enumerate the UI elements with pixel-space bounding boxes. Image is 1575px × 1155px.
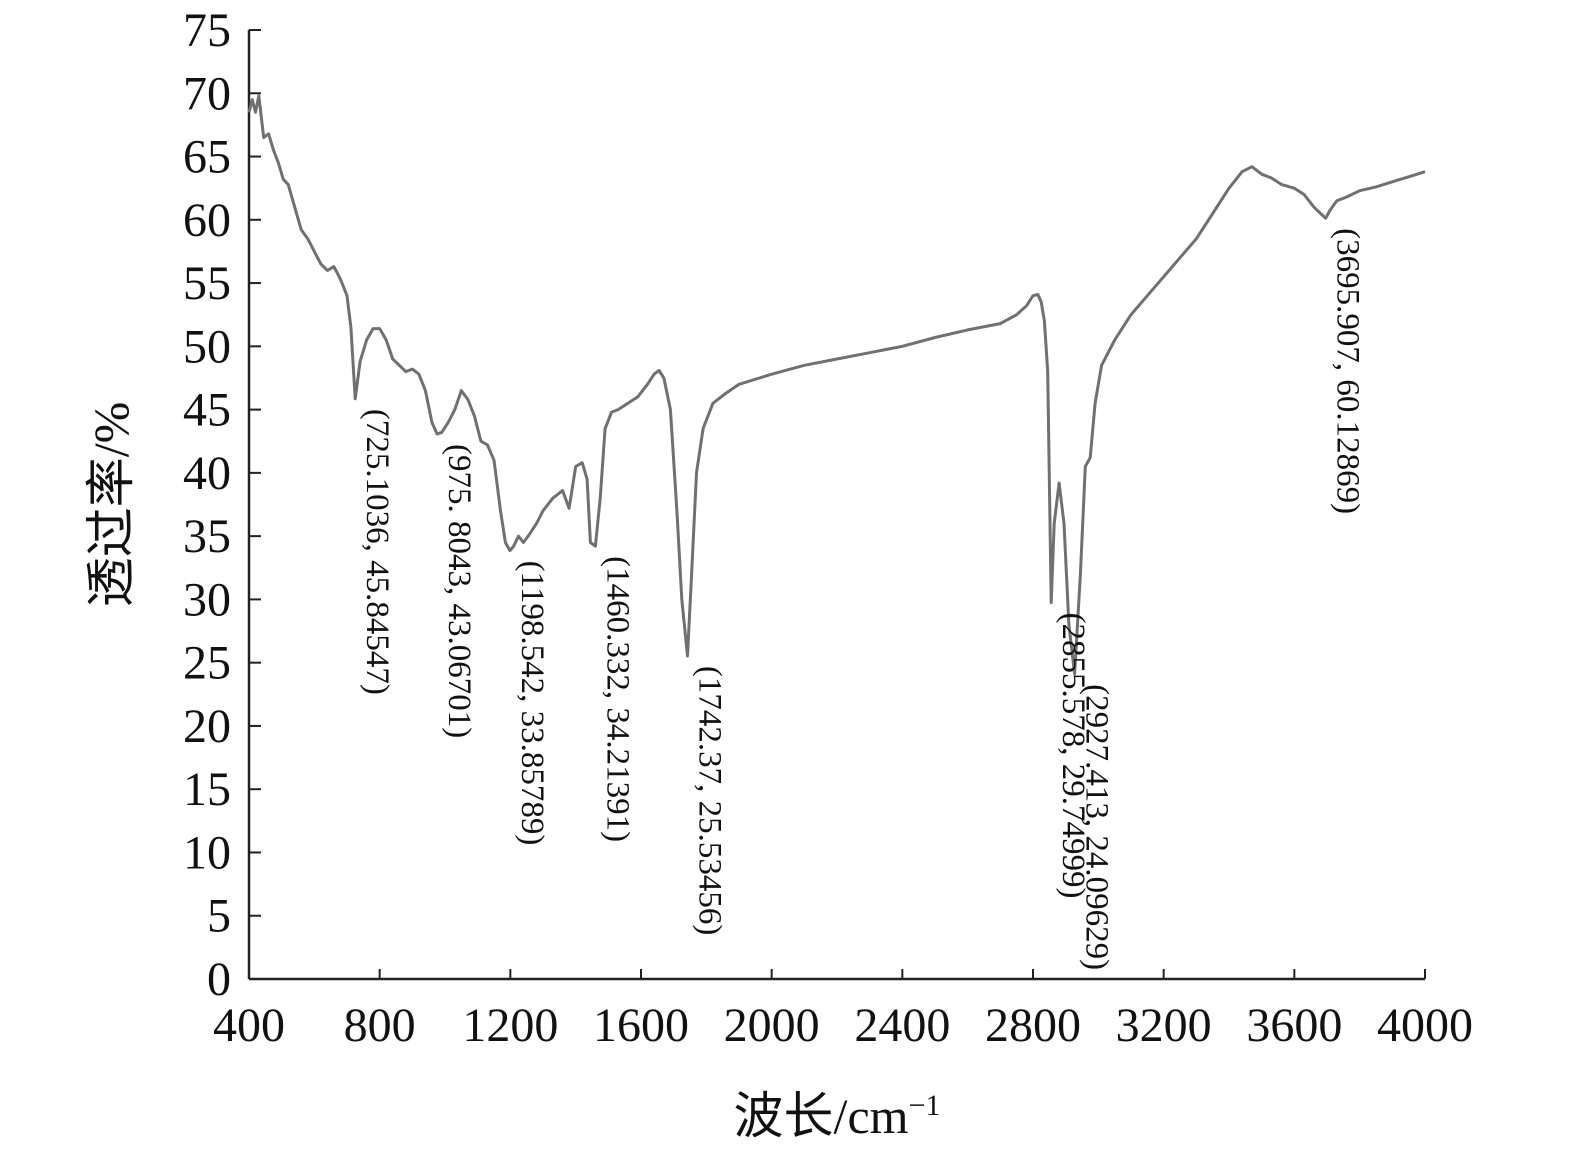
axes <box>247 30 1425 981</box>
x-tick-label: 2800 <box>985 999 1081 1052</box>
peak-annotations: (725.1036, 45.84547) (975. 8043, 43.06701… <box>359 228 1365 970</box>
peak-label: (1198.542, 33.85789) <box>514 561 550 846</box>
y-tick-label: 15 <box>183 763 231 816</box>
peak-label: (725.1036, 45.84547) <box>359 409 395 695</box>
x-tick-label: 1600 <box>593 999 689 1052</box>
y-tick-label: 60 <box>183 194 231 247</box>
y-tick-label: 5 <box>207 890 231 943</box>
y-tick-label: 20 <box>183 700 231 753</box>
x-axis-title: 波长/cm−1 <box>734 1088 941 1144</box>
y-tick-label: 65 <box>183 131 231 184</box>
y-tick-label: 25 <box>183 637 231 690</box>
y-tick-label: 10 <box>183 826 231 879</box>
peak-label: (1742.37, 25.53456) <box>692 666 728 935</box>
peak-label: (2855.578, 29.74999) <box>1055 613 1091 899</box>
x-tick-label: 4000 <box>1377 999 1473 1052</box>
x-tick-label: 1200 <box>462 999 558 1052</box>
y-tick-label: 75 <box>183 4 231 57</box>
x-tick-label: 2000 <box>724 999 820 1052</box>
y-tick-label: 0 <box>207 953 231 1006</box>
peak-label: (1460.332, 34.21391) <box>599 556 635 842</box>
y-tick-label: 55 <box>183 257 231 310</box>
y-tick-label: 45 <box>183 384 231 437</box>
peak-label: (3695.907, 60.12869) <box>1330 228 1366 514</box>
y-ticks: 0 5 10 15 20 25 30 35 40 45 50 55 60 65 70 75 <box>183 4 261 1006</box>
x-ticks: 400 800 1200 1600 2000 2400 2800 3200 3600 4000 <box>213 969 1473 1052</box>
y-tick-label: 35 <box>183 510 231 563</box>
spectrum-line <box>247 94 1426 676</box>
x-tick-label: 2400 <box>854 999 950 1052</box>
x-tick-label: 3200 <box>1116 999 1212 1052</box>
peak-label: (975. 8043, 43.06701) <box>441 444 477 738</box>
x-tick-label: 400 <box>213 999 285 1052</box>
y-tick-label: 50 <box>183 320 231 373</box>
y-tick-label: 40 <box>183 447 231 500</box>
x-tick-label: 800 <box>344 999 416 1052</box>
y-tick-label: 70 <box>183 67 231 120</box>
y-axis-title: 透过率/% <box>83 402 139 608</box>
y-tick-label: 30 <box>183 573 231 626</box>
peak-label: (2927.413, 24.09629) <box>1079 684 1115 970</box>
x-tick-label: 3600 <box>1246 999 1342 1052</box>
